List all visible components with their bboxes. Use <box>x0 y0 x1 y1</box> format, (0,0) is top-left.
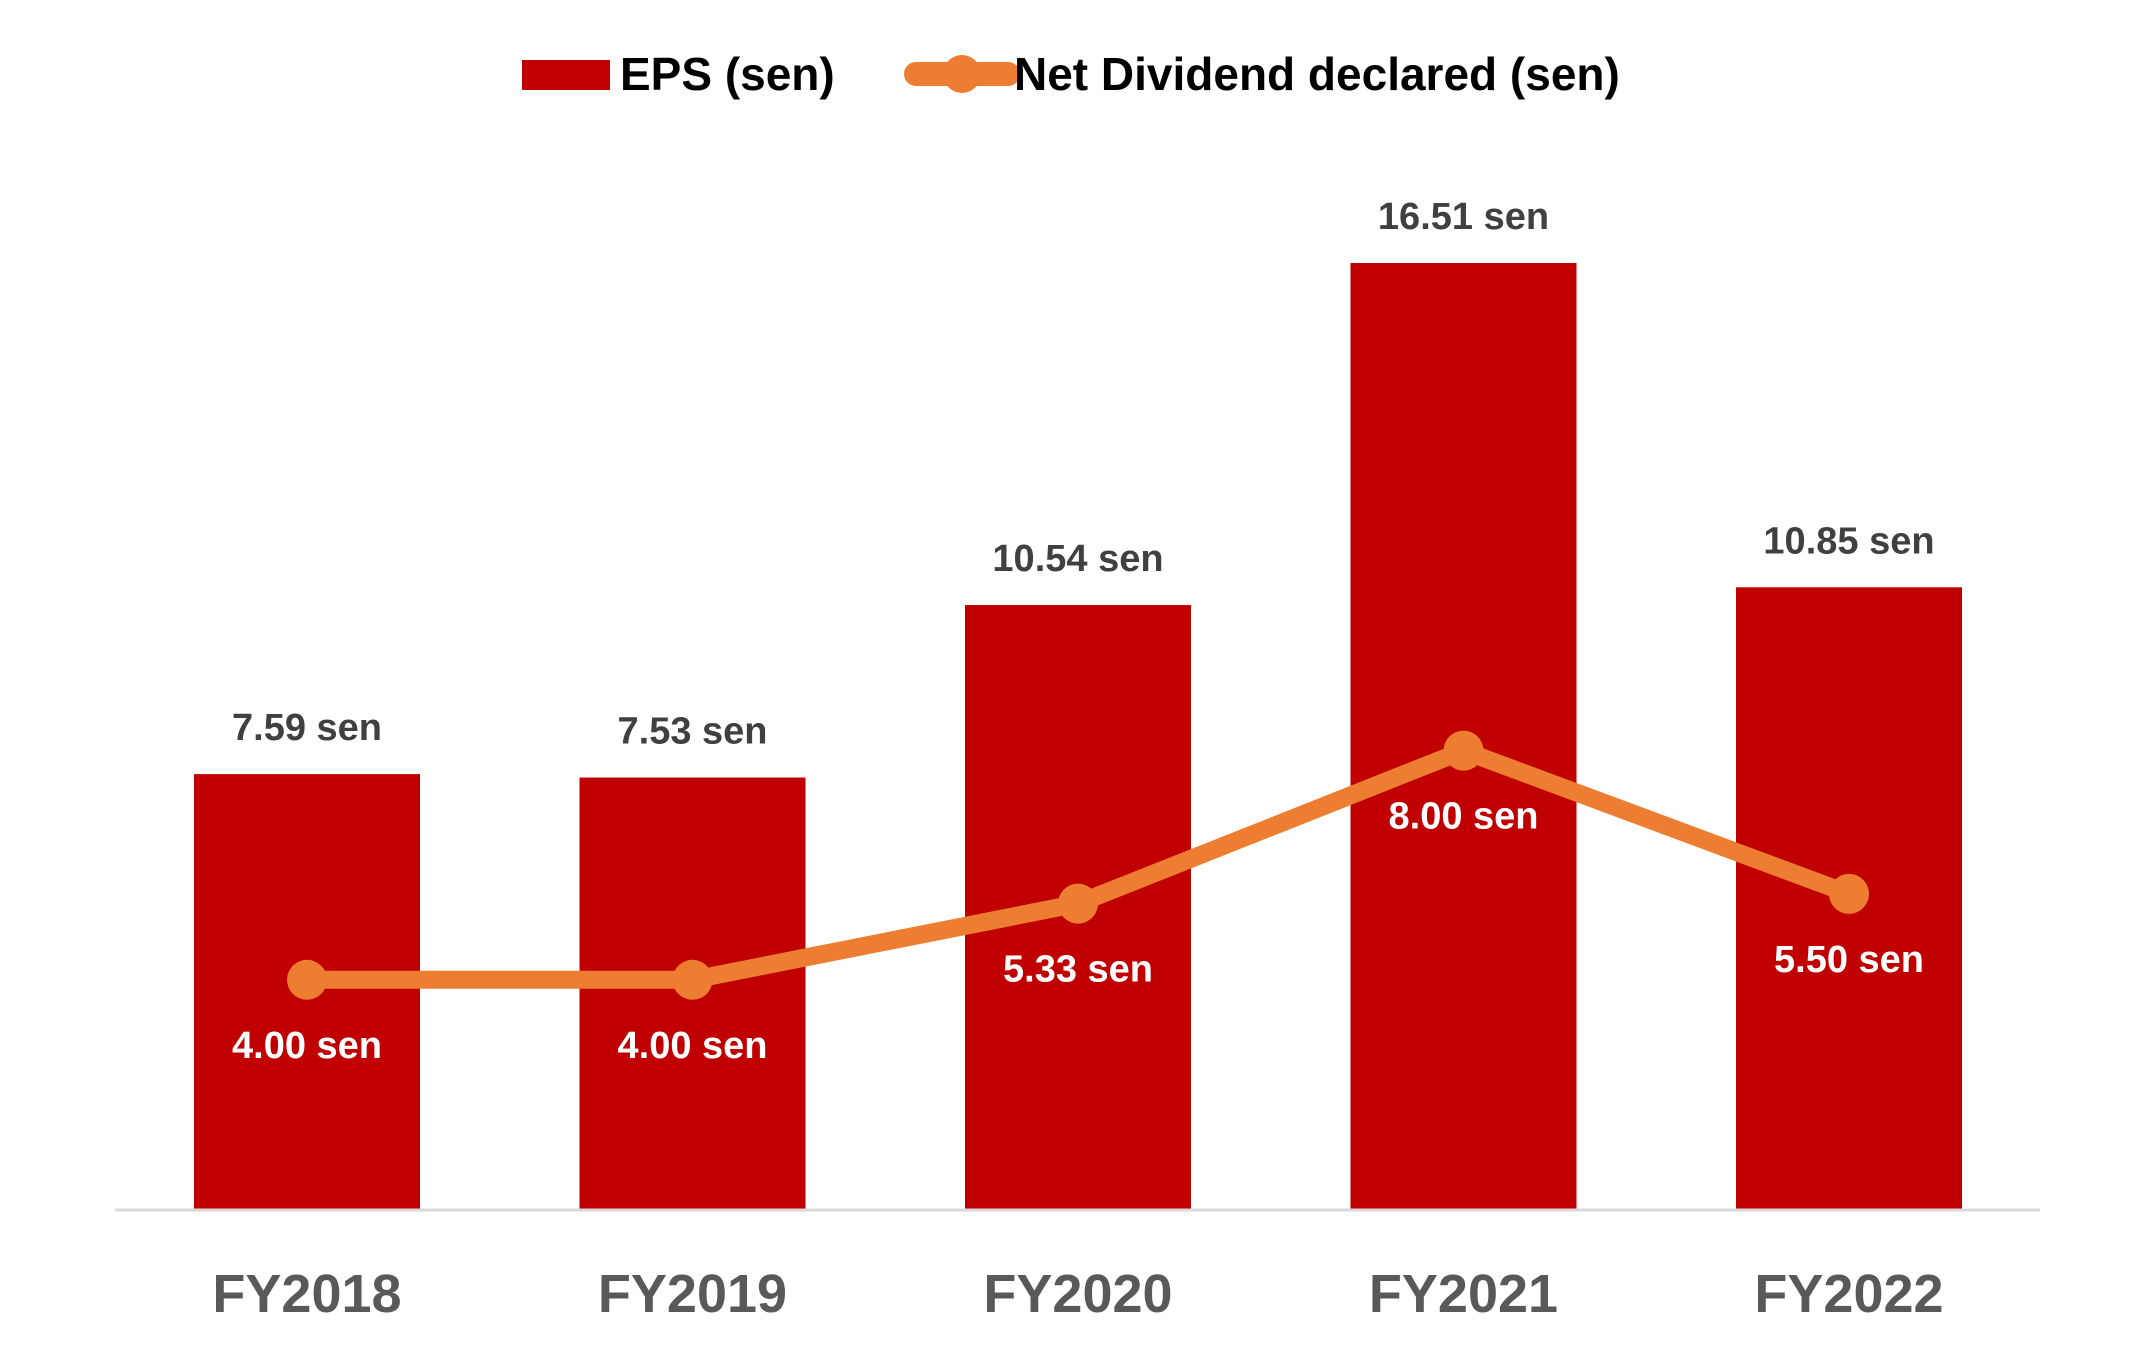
eps-data-label: 7.53 sen <box>618 711 768 753</box>
dividend-data-label: 4.00 sen <box>232 1025 382 1067</box>
legend: EPS (sen) Net Dividend declared (sen) <box>522 48 1620 100</box>
eps-data-label: 10.54 sen <box>992 538 1163 580</box>
dividend-point-fy2021 <box>1443 730 1484 771</box>
dividend-series <box>287 730 1869 1000</box>
dividend-point-fy2022 <box>1829 873 1869 914</box>
eps-data-label: 10.85 sen <box>1763 520 1934 562</box>
bar-labels: 7.59 sen 7.53 sen 10.54 sen 16.51 sen 10.85 … <box>232 196 1935 753</box>
eps-data-label: 7.59 sen <box>232 707 382 749</box>
x-axis-ticks: FY2018 FY2019 FY2020 FY2021 FY2022 <box>212 1264 1943 1324</box>
dividend-data-label: 5.50 sen <box>1774 939 1924 981</box>
legend-swatch-eps <box>522 60 610 90</box>
legend-marker-dividend <box>943 55 981 93</box>
x-tick-label: FY2018 <box>212 1264 401 1324</box>
dividend-data-label: 8.00 sen <box>1389 796 1539 838</box>
line-labels: 4.00 sen 4.00 sen 5.33 sen 8.00 sen 5.50 sen <box>232 796 1924 1067</box>
bars <box>194 262 1962 1209</box>
x-tick-label: FY2020 <box>983 1264 1172 1324</box>
dividend-point-fy2018 <box>287 959 327 1000</box>
x-tick-label: FY2019 <box>598 1264 787 1324</box>
dividend-point-fy2019 <box>672 959 713 1000</box>
dividend-data-label: 5.33 sen <box>1003 949 1153 991</box>
legend-label-dividend: Net Dividend declared (sen) <box>1014 48 1620 100</box>
x-tick-label: FY2022 <box>1754 1264 1943 1324</box>
legend-label-eps: EPS (sen) <box>620 48 835 100</box>
dividend-point-fy2020 <box>1058 883 1098 924</box>
x-tick-label: FY2021 <box>1369 1264 1558 1324</box>
eps-data-label: 16.51 sen <box>1378 196 1549 238</box>
dividend-data-label: 4.00 sen <box>618 1025 768 1067</box>
